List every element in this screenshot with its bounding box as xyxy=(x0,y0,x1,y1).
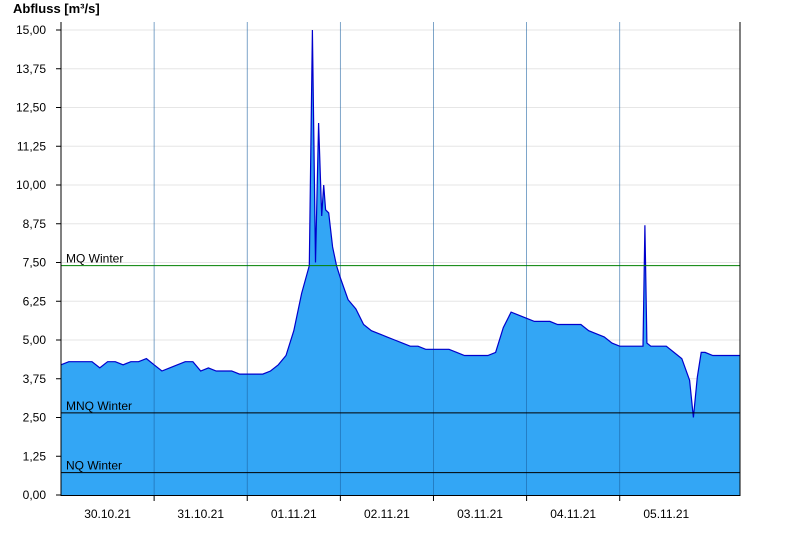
y-tick-label: 11,25 xyxy=(17,139,46,153)
reference-lines: MQ Winter MNQ Winter NQ Winter xyxy=(61,252,740,474)
y-tick-label: 5,00 xyxy=(23,333,47,347)
y-tick-label: 7,50 xyxy=(23,256,47,270)
y-tick-label: 8,75 xyxy=(23,217,47,231)
x-tick-label: 30.10.21 xyxy=(84,507,131,521)
y-tick-label: 12,50 xyxy=(16,101,46,115)
plot-area xyxy=(60,22,740,495)
y-tick-label: 1,25 xyxy=(23,449,47,463)
reference-line-label: MQ Winter xyxy=(66,252,123,266)
y-tick-label: 0,00 xyxy=(23,488,47,502)
x-tick-label: 01.11.21 xyxy=(271,507,317,521)
y-tick-label: 3,75 xyxy=(23,372,47,386)
x-tick-label: 04.11.21 xyxy=(550,507,596,521)
axes: 0,00 1,25 2,50 3,75 5,00 6,25 7,50 8,75 10,00 11,… xyxy=(16,22,741,521)
y-tick-label: 10,00 xyxy=(16,178,46,192)
reference-line-label: NQ Winter xyxy=(66,459,122,473)
x-tick-label: 31.10.21 xyxy=(177,507,224,521)
x-tick-label: 05.11.21 xyxy=(643,507,689,521)
reference-line-label: MNQ Winter xyxy=(66,399,132,413)
y-axis-title: Abfluss [m³/s] xyxy=(13,1,100,16)
discharge-area xyxy=(61,30,740,495)
y-tick-label: 2,50 xyxy=(23,411,47,425)
y-tick-label: 13,75 xyxy=(16,62,46,76)
x-tick-label: 03.11.21 xyxy=(457,507,503,521)
x-tick-label: 02.11.21 xyxy=(364,507,410,521)
y-tick-label: 15,00 xyxy=(16,23,46,37)
y-tick-label: 6,25 xyxy=(23,294,47,308)
